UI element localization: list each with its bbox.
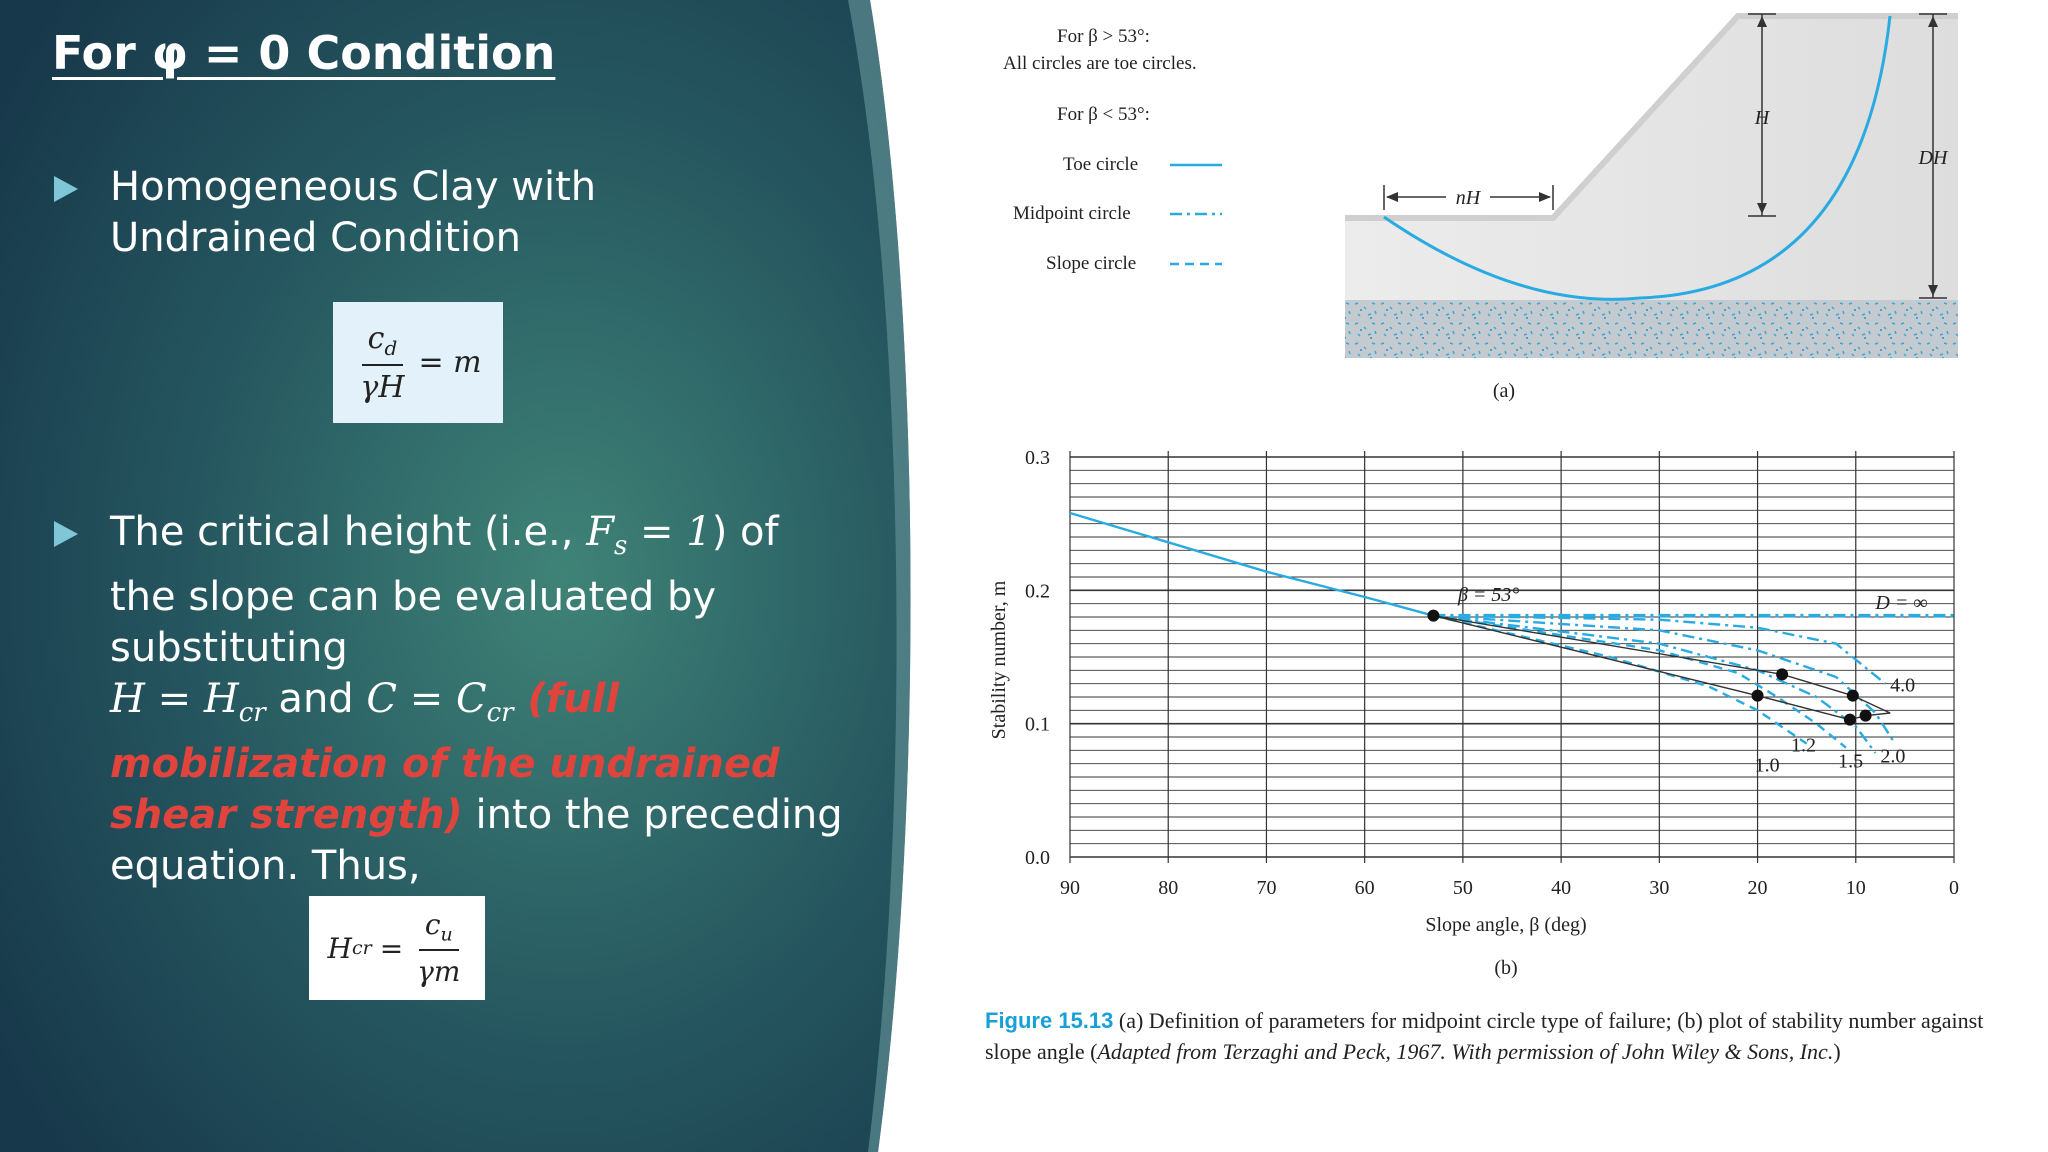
annotation-d-1-5: 1.5 bbox=[1838, 751, 1863, 773]
firm-base bbox=[1345, 300, 1958, 358]
x-tick-label: 30 bbox=[1649, 877, 1669, 899]
equation-stability-number: cd γH = m bbox=[333, 302, 503, 423]
y-tick-label: 0.2 bbox=[1025, 580, 1050, 602]
y-tick-label: 0.0 bbox=[1025, 847, 1050, 869]
annotation-d-1-2: 1.2 bbox=[1791, 735, 1816, 757]
chart-point bbox=[1427, 609, 1440, 622]
chart-point bbox=[1846, 689, 1859, 702]
legend-beta-lt-53: For β < 53°: bbox=[1057, 104, 1150, 125]
soil-slope bbox=[1345, 14, 1958, 300]
annotation-d-infinity: D = ∞ bbox=[1874, 592, 1927, 614]
label-nH: nH bbox=[1456, 187, 1482, 209]
figure-caption: Figure 15.13 (a) Definition of parameter… bbox=[985, 1008, 1984, 1064]
x-tick-label: 70 bbox=[1256, 877, 1276, 899]
bullet-arrow-icon bbox=[54, 176, 78, 202]
annotation-d-2: 2.0 bbox=[1880, 745, 1905, 767]
chart-point bbox=[1776, 668, 1789, 681]
x-axis-label: Slope angle, β (deg) bbox=[1425, 914, 1586, 936]
y-tick-label: 0.3 bbox=[1025, 447, 1050, 469]
slope-surface bbox=[1345, 13, 1958, 221]
bullet-homogeneous-clay: Homogeneous Clay with Undrained Conditio… bbox=[110, 164, 597, 261]
annotation-d-4: 4.0 bbox=[1890, 675, 1915, 697]
series-line-midpoint bbox=[1433, 614, 1897, 745]
panel-edge-accent bbox=[848, 0, 911, 1152]
series-line-slope bbox=[1433, 614, 1808, 745]
y-tick-label: 0.1 bbox=[1025, 714, 1050, 736]
chart-point bbox=[1843, 713, 1856, 726]
chart-point bbox=[1751, 689, 1764, 702]
x-tick-label: 90 bbox=[1060, 877, 1080, 899]
x-tick-label: 10 bbox=[1846, 877, 1866, 899]
legend-slope-circle: Slope circle bbox=[1046, 253, 1137, 274]
series-line-midpoint bbox=[1433, 614, 1886, 685]
series-line-slope bbox=[1433, 614, 1847, 749]
legend-all-toe-circles: All circles are toe circles. bbox=[1003, 53, 1197, 74]
teal-panel bbox=[0, 0, 911, 1152]
figure-part-a: (a) bbox=[1493, 380, 1515, 402]
x-tick-label: 50 bbox=[1453, 877, 1473, 899]
failure-circle bbox=[1383, 15, 1892, 301]
legend-midpoint-circle: Midpoint circle bbox=[1013, 203, 1131, 224]
annotation-d-1-0: 1.0 bbox=[1755, 755, 1780, 777]
x-tick-label: 40 bbox=[1551, 877, 1571, 899]
label-DH: DH bbox=[1918, 147, 1949, 169]
legend-beta-gt-53: For β > 53°: bbox=[1057, 26, 1150, 47]
series-line-toe bbox=[1069, 511, 1434, 617]
legend-toe-circle: Toe circle bbox=[1063, 154, 1139, 175]
series-line-midpoint bbox=[1433, 614, 1877, 754]
tie-line bbox=[1433, 614, 1891, 714]
y-axis-label: Stability number, m bbox=[988, 580, 1010, 739]
bullet-critical-height: The critical height (i.e., Fs = 1) of th… bbox=[110, 509, 843, 889]
chart-point bbox=[1859, 709, 1872, 722]
annotation-beta-53: β = 53° bbox=[1457, 584, 1519, 606]
figure-part-b: (b) bbox=[1494, 957, 1517, 979]
slide-title: For φ = 0 Condition bbox=[52, 26, 556, 80]
x-tick-label: 20 bbox=[1748, 877, 1768, 899]
bullet-arrow-icon bbox=[54, 521, 78, 547]
x-tick-label: 80 bbox=[1158, 877, 1178, 899]
label-H: H bbox=[1754, 107, 1771, 129]
x-tick-label: 0 bbox=[1949, 877, 1959, 899]
x-tick-label: 60 bbox=[1355, 877, 1375, 899]
